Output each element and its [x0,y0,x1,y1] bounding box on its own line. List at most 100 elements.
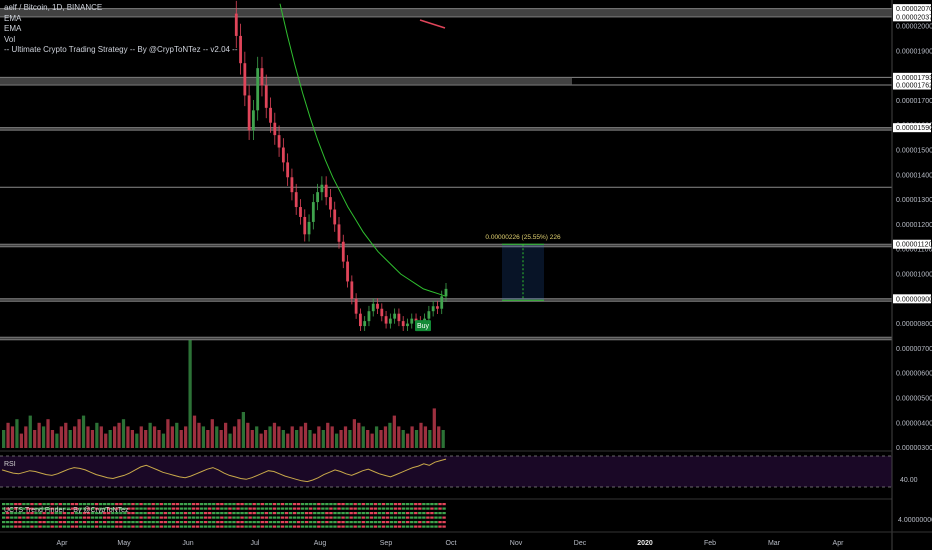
level-box [0,244,892,247]
measure-tool[interactable]: 0.00000226 (25.55%) 226 [485,234,561,301]
ucts-cell [418,507,422,510]
ucts-cell [248,516,252,519]
ucts-cell [10,503,14,506]
volume-bar [343,426,348,448]
indicator-ema-1[interactable]: EMA [4,13,22,23]
ucts-cell [434,516,438,519]
ucts-cell [305,512,309,515]
ucts-cell [208,503,212,506]
ucts-cell [389,507,394,510]
ucts-cell [131,521,135,524]
ucts-cell [78,507,83,510]
chart-legend: aelf / Bitcoin, 1D, BINANCE EMA EMA Vol … [4,3,238,56]
volume-bar [161,433,166,448]
rsi-panel: RSI [0,455,892,488]
ucts-cell [361,521,365,524]
ucts-cell [264,521,268,524]
ucts-cell [38,512,42,515]
candle-body [290,177,294,193]
ucts-cell [325,512,329,515]
ucts-tick-label: 4.00000000 [898,517,932,524]
ucts-cell [414,525,418,528]
ucts-cell [18,507,22,510]
ucts-cell [212,516,216,519]
ucts-cell [220,507,224,510]
ucts-cell [345,507,349,510]
ucts-cell [111,516,115,519]
ucts-cell [10,521,14,524]
ucts-cell [418,525,422,528]
candle-body [363,321,367,327]
candle-body [354,298,358,314]
ucts-cell [256,516,260,519]
volume-bar [41,426,46,448]
volume-bar [414,430,419,448]
ucts-cell [373,525,378,528]
ucts-cell [276,507,281,510]
ucts-cell [159,521,163,524]
ucts-cell [434,521,438,524]
ucts-cell [107,521,111,524]
ucts-cell [38,521,42,524]
ucts-cell [228,516,232,519]
ucts-cell [195,512,200,515]
ucts-cell [119,507,123,510]
ucts-cell [401,525,406,528]
ucts-cell [406,503,410,506]
ucts-cell [54,516,58,519]
ucts-cell [389,516,394,519]
ucts-cell [107,525,111,528]
ucts-cell [204,503,208,506]
indicator-vol[interactable]: Vol [4,34,16,44]
ucts-cell [224,507,228,510]
ucts-cell [62,516,66,519]
time-tick-label: 2020 [637,540,653,547]
ucts-cell [430,507,434,510]
candle-body [371,303,375,312]
ucts-cell [276,516,281,519]
ucts-cell [385,507,390,510]
ucts-cell [296,507,301,510]
ucts-cell [58,503,62,506]
volume-bar [241,412,245,448]
price-tick-label: 0.00001100 [896,247,932,254]
ucts-cell [74,503,79,506]
ucts-cell [10,525,14,528]
time-axis[interactable]: Apr May Jun Jul Aug Sep Oct Nov Dec 2020 Feb Mar Apr [0,531,932,547]
ucts-cell [377,516,382,519]
candle-body [281,147,285,163]
ucts-cell [329,516,333,519]
ucts-cell [151,512,155,515]
ucts-cell [111,521,115,524]
ucts-cell [54,521,58,524]
indicator-ucts[interactable]: -- Ultimate Crypto Trading Strategy -- B… [4,45,238,54]
ucts-cell [397,525,402,528]
buy-signal-box [415,320,431,332]
ucts-cell [14,525,18,528]
ucts-cell [236,503,240,506]
ucts-cell [345,512,349,515]
ucts-cell [179,516,184,519]
ucts-cell [175,516,180,519]
indicator-ema-2[interactable]: EMA [4,24,22,33]
ucts-cell [34,512,38,515]
volume-bar [37,422,41,448]
symbol-title[interactable]: aelf / Bitcoin, 1D, BINANCE [4,3,103,12]
ucts-cell [123,512,127,515]
ucts-cell [422,521,426,524]
ucts-cell [397,521,402,524]
volume-bar [148,422,152,448]
ucts-cell [187,516,192,519]
volume-bar [184,426,188,448]
ucts-cell [30,516,34,519]
ucts-cell [268,507,273,510]
price-label: 0.00000900 [896,296,932,303]
ucts-cell [268,512,273,515]
volume-bar [339,430,343,448]
candle-body [260,68,264,86]
ucts-cell [268,503,273,506]
price-axis[interactable]: 0.000020000.000019000.000018000.00001700… [891,0,932,550]
ucts-cell [22,507,26,510]
ucts-cell [42,512,46,515]
